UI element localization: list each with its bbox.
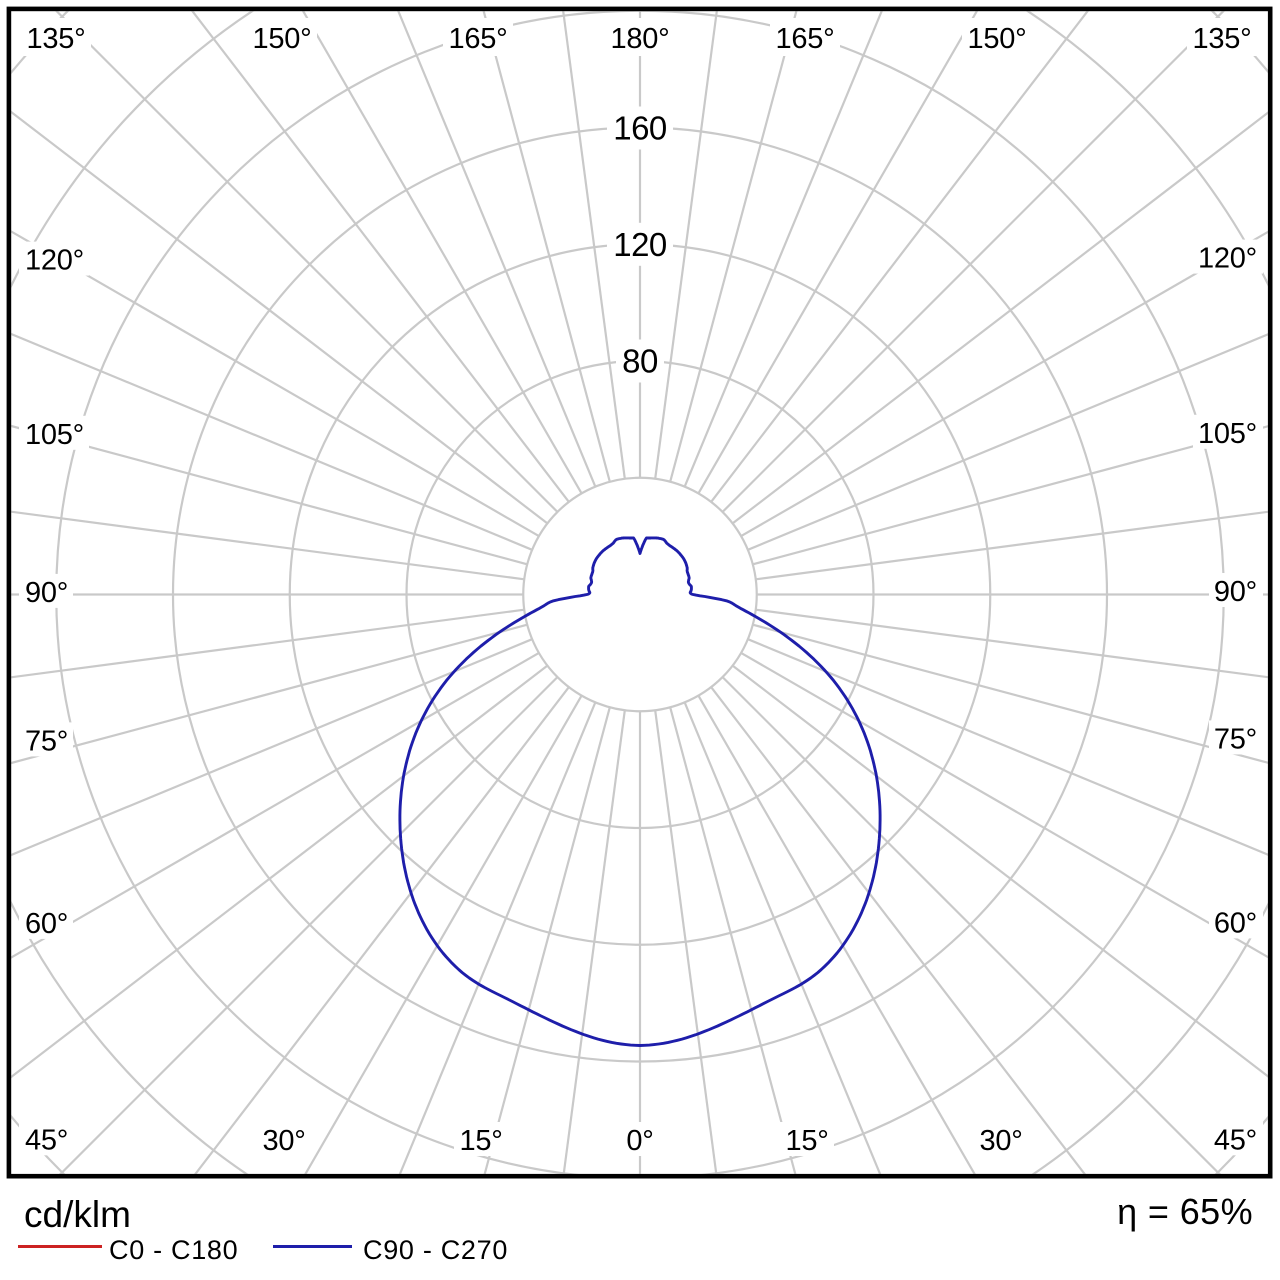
svg-text:135°: 135° [1193,23,1252,55]
svg-text:75°: 75° [25,725,68,757]
svg-text:15°: 15° [785,1125,828,1157]
svg-text:C90 - C270: C90 - C270 [363,1235,508,1265]
svg-text:120: 120 [613,226,667,263]
svg-text:15°: 15° [459,1125,502,1157]
svg-text:180°: 180° [611,23,670,55]
svg-text:cd/klm: cd/klm [24,1194,131,1235]
svg-text:0°: 0° [626,1125,653,1157]
svg-text:150°: 150° [968,23,1027,55]
svg-text:120°: 120° [25,245,84,277]
svg-text:165°: 165° [776,23,835,55]
svg-text:η = 65%: η = 65% [1117,1191,1253,1232]
svg-text:45°: 45° [25,1124,68,1156]
svg-text:135°: 135° [27,23,86,55]
svg-text:105°: 105° [25,419,84,451]
svg-text:165°: 165° [449,23,508,55]
svg-text:60°: 60° [1214,907,1257,939]
svg-text:30°: 30° [979,1125,1022,1157]
svg-text:80: 80 [622,343,658,380]
svg-text:30°: 30° [262,1125,305,1157]
svg-text:160: 160 [613,110,667,147]
svg-text:90°: 90° [25,577,68,609]
svg-text:45°: 45° [1214,1124,1257,1156]
svg-text:120°: 120° [1198,243,1257,275]
svg-text:90°: 90° [1214,576,1257,608]
svg-text:C0 - C180: C0 - C180 [109,1235,238,1265]
svg-text:60°: 60° [25,908,68,940]
svg-text:75°: 75° [1214,723,1257,755]
svg-text:150°: 150° [253,23,312,55]
svg-text:105°: 105° [1198,418,1257,450]
